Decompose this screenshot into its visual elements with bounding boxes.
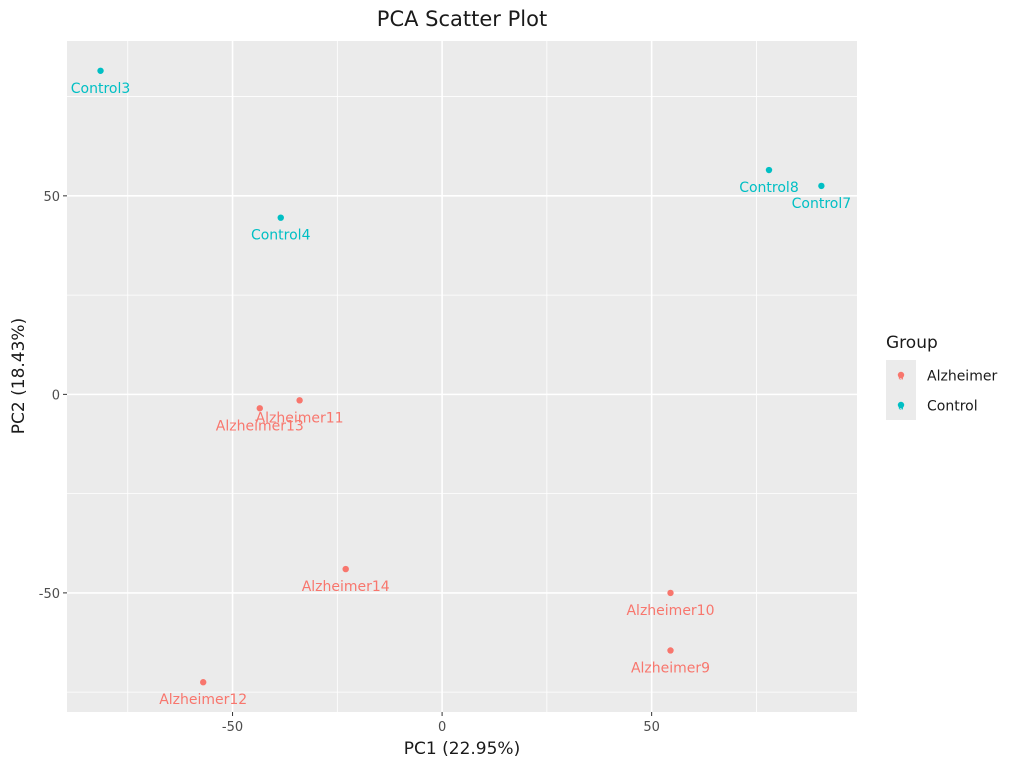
point-label-alzheimer11: Alzheimer11 — [256, 410, 344, 426]
data-point-control8 — [765, 166, 773, 174]
x-tick-label: 0 — [438, 720, 446, 735]
point-label-control8: Control8 — [739, 180, 799, 196]
point-label-alzheimer12: Alzheimer12 — [159, 692, 247, 708]
y-tick-label: -50 — [39, 587, 60, 602]
legend-label-control: Control — [927, 399, 978, 415]
point-label-alzheimer9: Alzheimer9 — [631, 660, 710, 676]
point-label-alzheimer14: Alzheimer14 — [302, 579, 390, 595]
data-point-alzheimer13 — [256, 405, 263, 412]
data-point-alzheimer10 — [667, 589, 674, 597]
y-tick-label: 0 — [52, 388, 60, 403]
x-tick-label: 50 — [643, 720, 660, 735]
legend-title: Group — [886, 333, 938, 353]
gridlines — [67, 41, 857, 712]
axis-ticks: -50 0 50 -50 0 50 — [39, 190, 660, 735]
data-point-alzheimer12 — [200, 679, 207, 686]
legend-key-glyph: a — [898, 403, 904, 413]
data-point-control4 — [277, 214, 284, 221]
point-label-control4: Control4 — [251, 228, 311, 244]
plot-panel — [67, 41, 857, 712]
chart-title: PCA Scatter Plot — [377, 7, 547, 31]
legend-key-control — [897, 401, 905, 409]
x-tick-label: -50 — [222, 720, 243, 735]
legend: Group a Alzheimer a Control — [886, 333, 997, 420]
data-point-alzheimer14 — [342, 565, 349, 573]
point-label-alzheimer10: Alzheimer10 — [626, 603, 714, 619]
x-axis-title: PC1 (22.95%) — [404, 739, 520, 759]
data-point-alzheimer9 — [667, 647, 674, 654]
legend-key-glyph: a — [898, 373, 904, 383]
point-label-alzheimer13: Alzheimer13 — [216, 418, 304, 434]
point-label-control7: Control7 — [792, 196, 852, 212]
data-point-control7 — [818, 182, 825, 190]
legend-label-alzheimer: Alzheimer — [927, 369, 997, 385]
point-label-control3: Control3 — [71, 81, 131, 97]
legend-key-alzheimer — [897, 371, 905, 379]
data-point-alzheimer11 — [296, 397, 303, 404]
y-tick-label: 50 — [43, 190, 60, 205]
y-axis-title: PC2 (18.43%) — [9, 318, 29, 434]
data-point-control3 — [97, 67, 104, 74]
